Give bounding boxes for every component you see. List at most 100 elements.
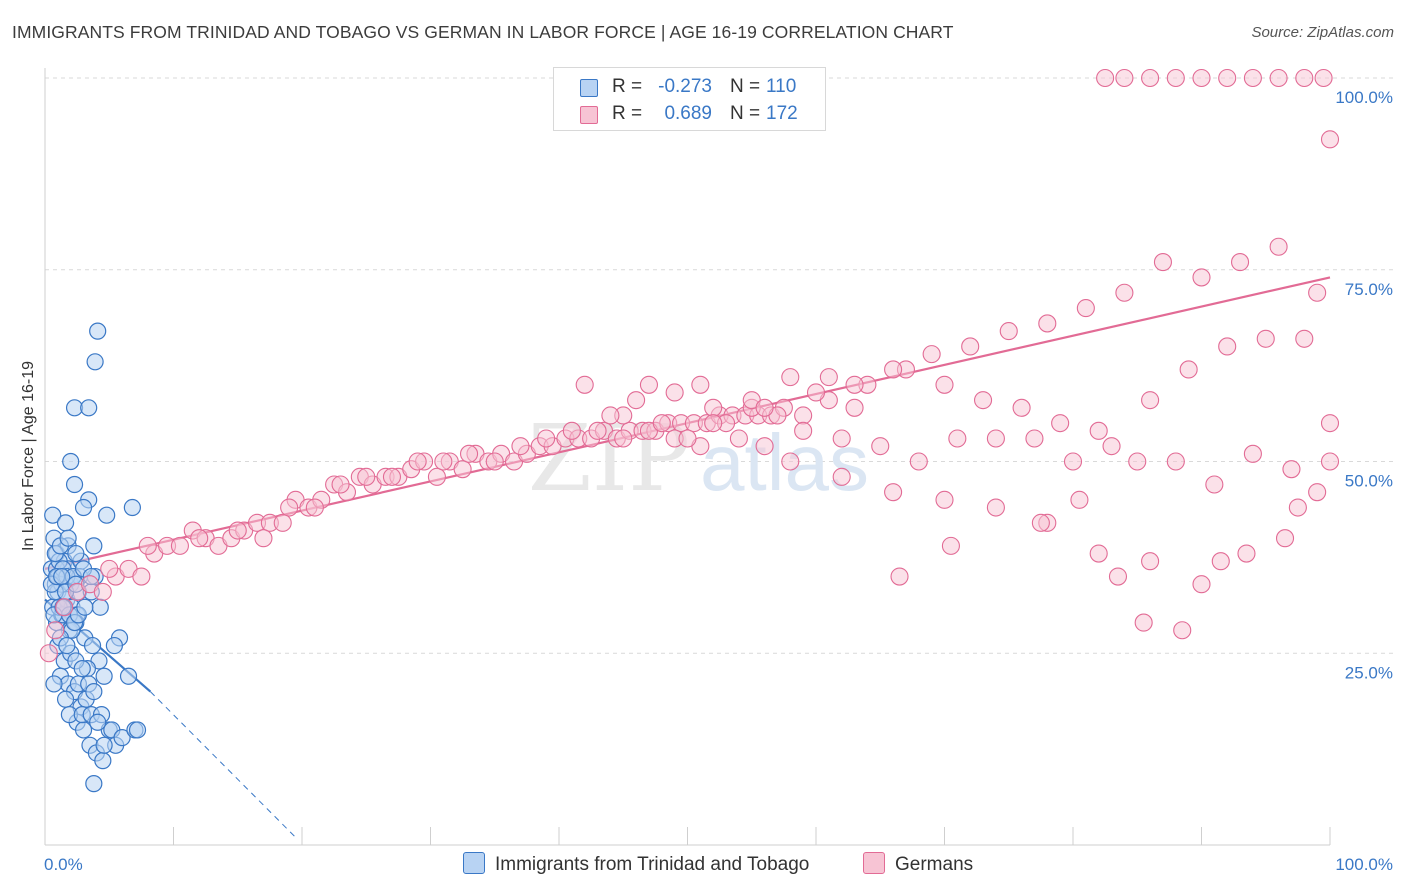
data-point-germans [1320,130,1340,149]
data-point-germans [1231,253,1250,272]
data-point-germans [941,536,960,555]
data-point-germans [1218,68,1237,88]
data-point-germans [781,368,800,387]
data-point-germans [1141,68,1160,88]
data-point-germans [1031,513,1050,532]
data-point-germans [678,429,697,448]
data-point-germans [922,345,941,364]
data-point-germans [588,421,607,440]
y-tick-label: 100.0% [1335,88,1393,107]
x-tick-label: 0.0% [44,855,83,874]
data-point-germans [999,322,1018,341]
data-point-germans [832,467,851,486]
data-point-germans [1166,68,1185,88]
data-point-germans [665,383,684,402]
data-point-germans [46,621,65,640]
data-point-germans [575,375,594,394]
data-point-germans [1096,68,1115,88]
data-point-germans [1141,552,1160,571]
data-point-immigrants [74,721,93,739]
series-germans [39,68,1340,663]
legend-n-label: N = [730,76,761,97]
data-point-germans [1038,314,1057,333]
data-point-germans [806,383,826,402]
legend-swatch-pink [580,106,598,124]
y-tick-label: 25.0% [1345,663,1393,682]
legend-n-value: 172 [766,103,798,124]
data-point-immigrants [56,514,75,532]
data-point-immigrants [91,598,109,616]
data-point-germans [305,498,324,517]
data-point-immigrants [85,537,103,555]
data-point-germans [357,467,376,486]
data-point-germans [1102,437,1121,456]
data-point-germans [39,644,58,663]
data-point-germans [935,490,954,509]
data-point-germans [1237,544,1256,563]
bottom-legend-swatch-pink [863,852,885,874]
data-point-immigrants [89,322,107,340]
data-point-immigrants [95,667,113,685]
data-point-germans [1115,283,1134,302]
data-point-germans [935,375,954,394]
data-point-germans [794,421,813,440]
data-point-germans [794,406,813,425]
data-point-germans [755,437,774,456]
data-point-germans [132,567,151,586]
legend-r-value: 0.689 [664,103,712,124]
data-point-germans [511,437,530,456]
data-point-immigrants [105,636,123,655]
data-point-germans [190,529,209,548]
data-point-germans [1012,398,1031,417]
data-point-immigrants [128,721,147,739]
data-point-germans [884,483,903,502]
data-point-germans [562,421,581,440]
data-point-germans [1218,337,1237,356]
data-point-immigrants [74,498,93,517]
data-point-germans [639,375,659,394]
data-point-germans [408,452,427,471]
data-point-germans [1089,544,1108,563]
source-label: Source: ZipAtlas.com [1251,24,1394,41]
data-point-germans [845,375,864,394]
data-point-germans [1070,490,1089,509]
data-point-germans [627,391,646,410]
x-tick-label: 100.0% [1335,855,1393,874]
y-axis-title: In Labor Force | Age 16-19 [20,361,37,551]
data-point-immigrants [65,475,84,494]
data-point-germans [254,529,273,548]
data-point-germans [1288,498,1307,517]
data-point-germans [1173,621,1192,640]
bottom-legend-swatch-blue [463,852,485,874]
data-point-germans [1320,452,1340,471]
data-point-immigrants [85,682,103,701]
data-point-immigrants [45,675,63,693]
data-point-germans [755,398,774,417]
legend-r-value: -0.273 [658,76,712,97]
data-point-germans [961,337,980,356]
data-point-germans [1211,552,1230,571]
legend-r-label: R = [612,76,643,97]
data-point-germans [1128,452,1147,471]
data-point-immigrants [76,598,94,616]
data-point-germans [1205,475,1224,494]
data-point-germans [1153,253,1172,272]
data-point-germans [280,498,299,517]
data-point-immigrants [58,636,76,655]
data-point-germans [459,444,479,463]
bottom-legend-germans: Germans [863,852,973,876]
data-point-immigrants [53,567,71,586]
data-point-immigrants [62,452,80,471]
data-point-germans [1269,237,1288,256]
data-point-germans [948,429,967,448]
x-tick-labels: 0.0% 100.0% [44,855,1393,874]
data-point-germans [537,429,556,448]
data-point-germans [704,398,723,417]
data-point-germans [170,536,189,555]
data-point-germans [382,467,402,486]
data-point-germans [1308,483,1327,502]
data-point-immigrants [94,752,112,770]
data-point-immigrants [119,667,138,685]
data-point-immigrants [59,529,77,547]
